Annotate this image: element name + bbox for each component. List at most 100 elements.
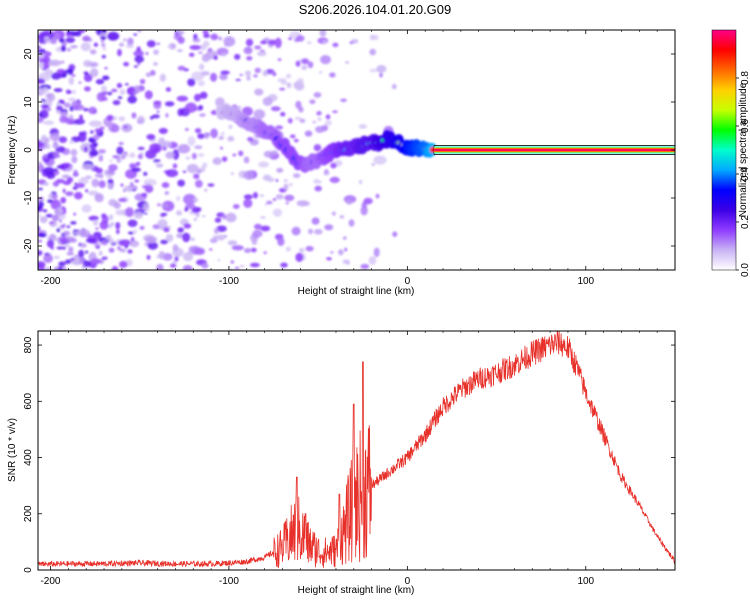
noise-blob — [38, 62, 46, 70]
noise-blob — [253, 109, 266, 120]
noise-blob — [91, 178, 100, 188]
noise-blob — [319, 71, 323, 74]
noise-blob — [66, 47, 72, 52]
snr-x-tick-label: -100 — [219, 576, 239, 587]
noise-blob — [119, 88, 126, 96]
noise-blob — [165, 234, 174, 243]
noise-blob — [198, 63, 205, 71]
noise-blob — [38, 56, 41, 60]
noise-blob — [167, 44, 172, 49]
noise-blob — [38, 206, 42, 211]
noise-blob — [210, 128, 218, 139]
noise-blob — [75, 182, 86, 189]
noise-blob — [392, 231, 398, 237]
spectrogram-y-tick-label: -10 — [23, 190, 34, 205]
noise-blob — [318, 181, 322, 184]
noise-blob — [326, 257, 332, 261]
noise-blob — [182, 232, 191, 243]
noise-blob — [316, 111, 322, 116]
noise-blob — [153, 100, 162, 105]
noise-blob — [60, 45, 67, 52]
noise-blob — [165, 87, 172, 92]
noise-blob — [262, 96, 273, 106]
noise-blob — [346, 199, 353, 205]
noise-blob — [329, 176, 340, 184]
noise-blob — [373, 247, 380, 258]
noise-blob — [266, 177, 275, 183]
noise-blob — [194, 179, 203, 188]
noise-blob — [88, 106, 97, 115]
noise-blob — [323, 171, 330, 176]
noise-blob — [182, 170, 187, 173]
noise-blob — [51, 214, 59, 222]
noise-blob — [84, 175, 93, 180]
noise-blob — [230, 260, 235, 264]
noise-blob — [141, 192, 148, 197]
noise-blob — [38, 200, 44, 209]
noise-blob — [305, 245, 314, 252]
noise-blob — [295, 100, 302, 109]
noise-blob — [306, 41, 312, 45]
noise-blob — [202, 215, 206, 218]
noise-blob — [88, 215, 99, 221]
noise-blob — [47, 199, 53, 204]
noise-blob — [50, 199, 61, 210]
noise-blob — [379, 72, 383, 78]
noise-blob — [182, 264, 193, 270]
noise-blob — [391, 83, 397, 90]
noise-blob — [81, 164, 95, 171]
noise-blob — [146, 40, 156, 48]
noise-blob — [162, 140, 172, 148]
noise-blob — [56, 228, 61, 233]
noise-blob — [165, 169, 179, 178]
noise-blob — [311, 217, 320, 225]
noise-blob — [263, 251, 267, 255]
noise-blob — [272, 198, 277, 201]
noise-blob — [100, 85, 107, 92]
noise-blob — [104, 67, 108, 70]
noise-blob — [283, 183, 289, 191]
noise-blob — [115, 222, 121, 230]
noise-blob — [288, 183, 293, 187]
noise-blob — [38, 161, 42, 165]
noise-blob — [202, 30, 209, 35]
noise-blob — [74, 118, 86, 125]
noise-blob — [232, 153, 237, 157]
snr-x-tick-label: 100 — [577, 576, 594, 587]
noise-blob — [260, 225, 271, 232]
spectrogram-y-tick-label: 0 — [23, 147, 34, 153]
noise-blob — [296, 35, 305, 42]
noise-blob — [166, 154, 173, 158]
noise-blob — [118, 141, 124, 146]
noise-blob — [216, 234, 226, 241]
snr-panel: -200 -100 0 100 0 200 400 600 800 Height of str… — [7, 330, 676, 596]
noise-blob — [136, 46, 141, 53]
noise-blob — [234, 53, 241, 60]
noise-blob — [62, 246, 66, 250]
noise-blob — [129, 163, 136, 169]
noise-blob — [217, 259, 221, 262]
noise-blob — [314, 185, 322, 192]
noise-blob — [53, 151, 60, 159]
noise-blob — [83, 73, 93, 82]
noise-blob — [156, 203, 162, 207]
noise-blob — [214, 217, 222, 223]
noise-blob — [127, 249, 133, 254]
noise-blob — [90, 130, 94, 134]
colorbar-bar — [711, 29, 737, 271]
noise-blob — [194, 247, 206, 256]
noise-blob — [360, 205, 368, 216]
noise-blob — [38, 250, 43, 256]
colorbar-tick-label: 0.8 — [740, 71, 750, 85]
noise-blob — [227, 136, 235, 142]
noise-blob — [172, 260, 178, 264]
noise-blob — [231, 245, 244, 251]
noise-blob — [122, 38, 127, 42]
noise-blob — [244, 70, 252, 77]
noise-blob — [227, 240, 238, 246]
noise-blob — [70, 45, 78, 49]
noise-blob — [38, 240, 43, 243]
noise-blob — [126, 44, 134, 49]
noise-blob — [197, 133, 205, 139]
